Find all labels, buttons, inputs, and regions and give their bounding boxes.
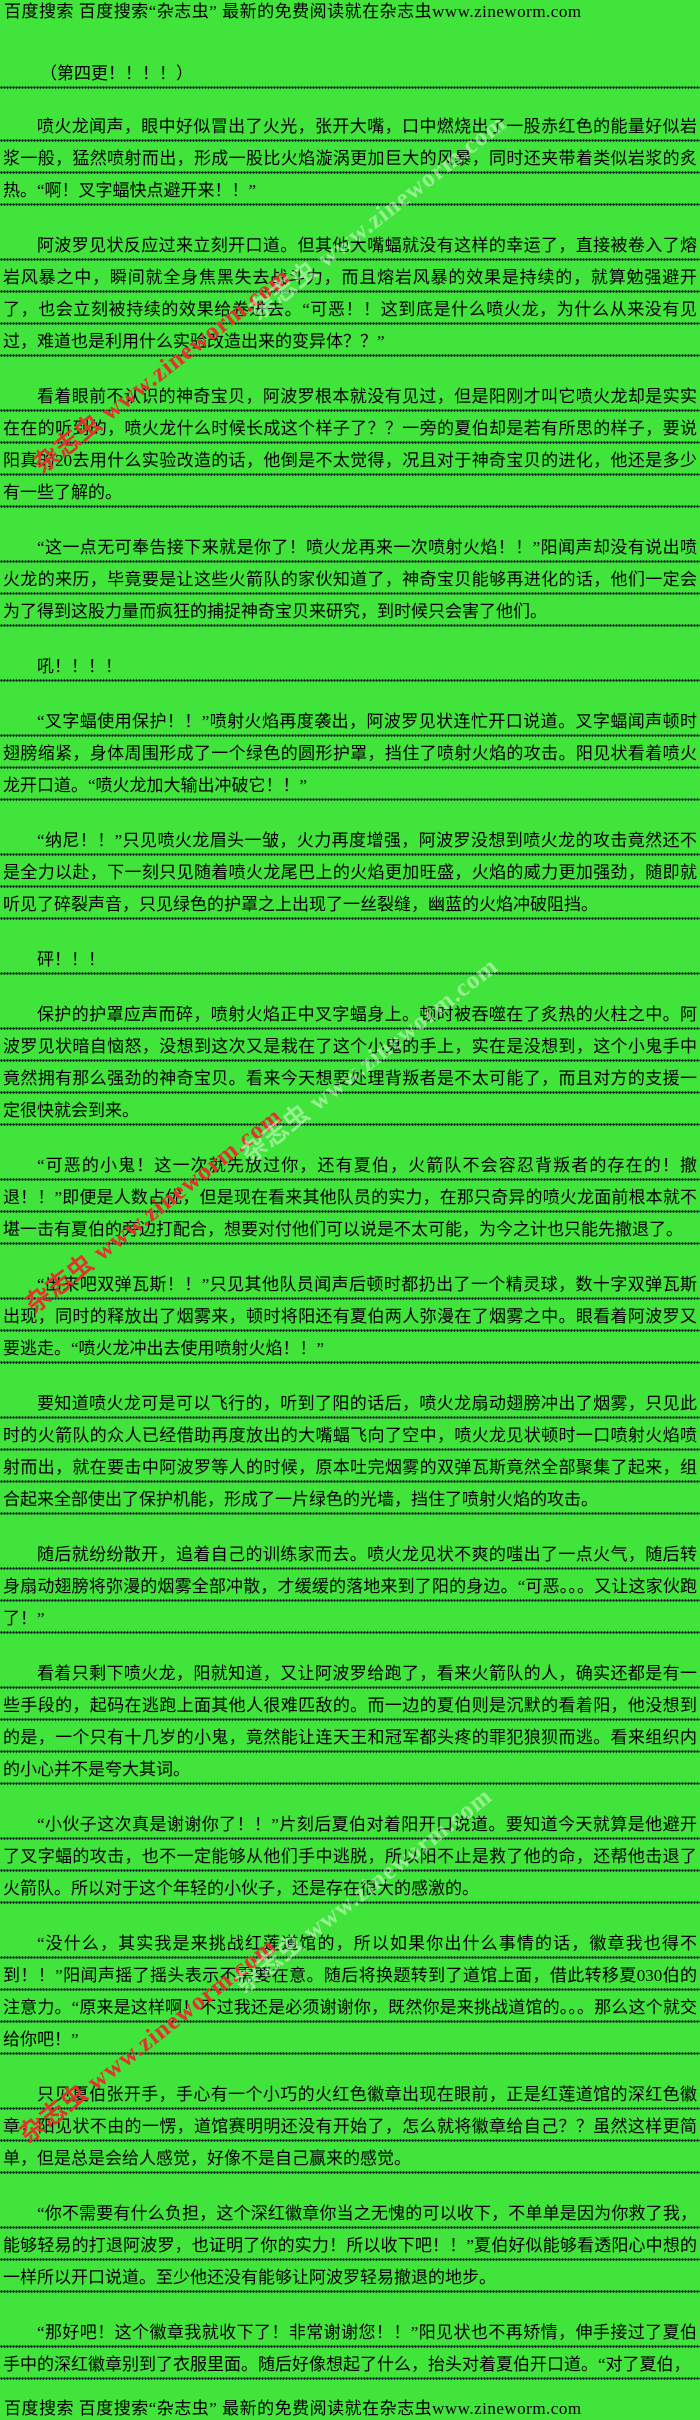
novel-paragraph: “没什么，其实我是来挑战红莲道馆的，所以如果你出什么事情的话，徽章我也得不到！！… — [0, 1928, 700, 2056]
novel-paragraph: “可恶的小鬼！这一次就先放过你，还有夏伯，火箭队不会容忍背叛者的存在的！撤退！！… — [0, 1150, 700, 1246]
novel-paragraph: 保护的护罩应声而碎，喷射火焰正中叉字蝠身上。顿时被吞噬在了炙热的火柱之中。阿波罗… — [0, 999, 700, 1127]
novel-paragraph: “那好吧！这个徽章我就收下了！非常谢谢您！！”阳见状也不再矫情，伸手接过了夏伯手… — [0, 2317, 700, 2381]
novel-paragraph: 随后就纷纷散开，追着自己的训练家而去。喷火龙见状不爽的嗤出了一点火气，随后转身扇… — [0, 1539, 700, 1635]
novel-paragraph: “出来吧双弹瓦斯！！”只见其他队员闻声后顿时都扔出了一个精灵球，数十字双弹瓦斯出… — [0, 1269, 700, 1365]
footer-promo-line: 百度搜索 百度搜索“杂志虫” 最新的免费阅读就在杂志虫www.zineworm.… — [0, 2397, 700, 2419]
novel-paragraph: “你不需要有什么负担，这个深红徽章你当之无愧的可以收下，不单单是因为你救了我，能… — [0, 2198, 700, 2294]
novel-paragraph: 阿波罗见状反应过来立刻开口道。但其他大嘴蝠就没有这样的幸运了，直接被卷入了熔岩风… — [0, 230, 700, 358]
novel-paragraph: “这一点无可奉告接下来就是你了！喷火龙再来一次喷射火焰！！”阳闻声却没有说出喷火… — [0, 532, 700, 628]
header-promo-line: 百度搜索 百度搜索“杂志虫” 最新的免费阅读就在杂志虫www.zineworm.… — [4, 2, 582, 21]
novel-paragraph: 喷火龙闻声，眼中好似冒出了火光，张开大嘴，口中燃烧出了一股赤红色的能量好似岩浆一… — [0, 111, 700, 207]
chapter-update-note: （第四更！！！！） — [0, 58, 700, 90]
novel-paragraph: 只见夏伯张开手，手心有一个小巧的火红色徽章出现在眼前，正是红莲道馆的深红色徽章，… — [0, 2079, 700, 2175]
novel-paragraph: 看着眼前不认识的神奇宝贝，阿波罗根本就没有见过，但是阳刚才叫它喷火龙却是实实在在… — [0, 381, 700, 509]
novel-paragraph: 砰！！！ — [0, 944, 700, 976]
novel-paragraph: 要知道喷火龙可是可以飞行的，听到了阳的话后，喷火龙扇动翅膀冲出了烟雾，只见此时的… — [0, 1388, 700, 1516]
novel-paragraph: “叉字蝠使用保护！！”喷射火焰再度袭出，阿波罗见状连忙开口说道。叉字蝠闻声顿时翅… — [0, 706, 700, 802]
novel-paragraph: “小伙子这次真是谢谢你了！！”片刻后夏伯对着阳开口说道。要知道今天就算是他避开了… — [0, 1809, 700, 1905]
novel-paragraph: “纳尼！！”只见喷火龙眉头一皱，火力再度增强，阿波罗没想到喷火龙的攻击竟然还不是… — [0, 825, 700, 921]
novel-body-text: 喷火龙闻声，眼中好似冒出了火光，张开大嘴，口中燃烧出了一股赤红色的能量好似岩浆一… — [0, 111, 700, 2381]
novel-paragraph: 吼！！！！ — [0, 651, 700, 683]
novel-paragraph: 看着只剩下喷火龙，阳就知道，又让阿波罗给跑了，看来火箭队的人，确实还都是有一些手… — [0, 1658, 700, 1786]
